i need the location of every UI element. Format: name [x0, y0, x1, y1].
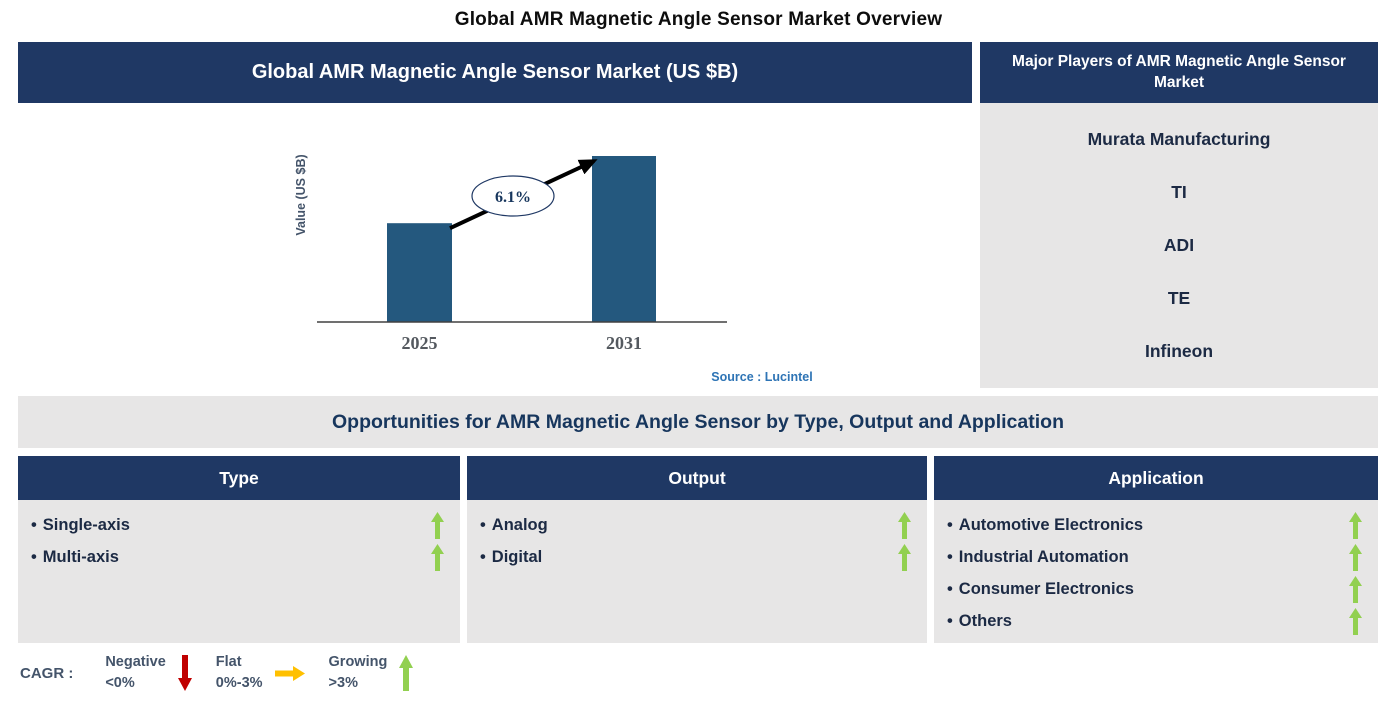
legend-item-text: Growing >3%: [329, 652, 388, 694]
bar-2025: [387, 223, 452, 322]
bullet-glyph: •: [947, 579, 953, 598]
legend-item-name: Flat: [215, 653, 242, 670]
player-name: TE: [1167, 288, 1191, 308]
growing-up-arrow-icon: [898, 543, 911, 571]
trend-arrow-wrap: [1349, 575, 1362, 603]
opportunity-item-row: • Industrial Automation: [947, 541, 1362, 573]
opportunity-item-row: • Automotive Electronics: [947, 509, 1362, 541]
opportunity-item-row: • Analog: [480, 509, 911, 541]
opportunity-item-label: • Consumer Electronics: [947, 580, 1134, 599]
chart-panel-title: Global AMR Magnetic Angle Sensor Market …: [251, 61, 739, 83]
x-tick-label: 2031: [606, 333, 642, 353]
column-header: Output: [467, 456, 927, 500]
column-header: Application: [934, 456, 1378, 500]
opportunity-item-label: • Industrial Automation: [947, 548, 1129, 567]
page-title: Global AMR Magnetic Angle Sensor Market …: [454, 9, 943, 30]
opportunity-item-row: • Consumer Electronics: [947, 573, 1362, 605]
opportunity-item-label: • Analog: [480, 516, 548, 535]
bullet-glyph: •: [31, 515, 37, 534]
trend-arrow-wrap: [898, 543, 911, 571]
item-text: Multi-axis: [42, 547, 119, 566]
players-panel-title: Major Players of AMR Magnetic Angle Sens…: [1012, 52, 1346, 91]
players-panel-header: Major Players of AMR Magnetic Angle Sens…: [980, 42, 1378, 103]
legend-item-text: Negative <0%: [105, 652, 165, 694]
item-text: Consumer Electronics: [958, 579, 1134, 598]
legend-item-range: 0%-3%: [215, 675, 263, 691]
opportunity-item-label: • Digital: [480, 548, 542, 567]
legend-item-name: Growing: [328, 653, 388, 670]
cagr-value: 6.1%: [495, 189, 531, 206]
trend-arrow-wrap: [898, 511, 911, 539]
player-name: Infineon: [1144, 341, 1214, 361]
player-name: TI: [1171, 182, 1187, 202]
x-tick-label: 2025: [402, 333, 438, 353]
opportunity-item-label: • Others: [947, 612, 1012, 631]
item-text: Analog: [491, 515, 548, 534]
cagr-legend: CAGR : Negative <0% Flat 0%-3% Growing >3%: [20, 651, 437, 695]
chart-panel-header: Global AMR Magnetic Angle Sensor Market …: [18, 42, 972, 103]
growing-up-arrow-icon: [1349, 511, 1362, 539]
trend-arrow-wrap: [431, 543, 444, 571]
opportunity-item-row: • Single-axis: [31, 509, 444, 541]
growing-up-arrow-icon: [898, 511, 911, 539]
legend-item-negative: Negative <0%: [105, 652, 192, 694]
bar-2031: [592, 156, 656, 322]
opportunity-column-application: Application • Automotive Electronics • Indus…: [934, 456, 1378, 643]
source-note: Source : Lucintel: [711, 370, 813, 384]
opportunity-item-label: • Single-axis: [31, 516, 130, 535]
item-text: Single-axis: [42, 515, 130, 534]
growing-up-arrow-icon: [431, 511, 444, 539]
opportunity-column-type: Type • Single-axis • Multi-axis: [18, 456, 460, 643]
bullet-glyph: •: [31, 547, 37, 566]
opportunity-item-row: • Digital: [480, 541, 911, 573]
down-arrow-icon: [177, 655, 192, 691]
bullet-glyph: •: [480, 547, 486, 566]
legend-item-name: Negative: [105, 653, 166, 670]
item-text: Digital: [491, 547, 543, 566]
growing-up-arrow-icon: [1349, 543, 1362, 571]
column-header: Type: [18, 456, 460, 500]
item-text: Automotive Electronics: [958, 515, 1144, 534]
opportunity-item-row: • Multi-axis: [31, 541, 444, 573]
column-body: • Automotive Electronics • Industrial Autom…: [934, 500, 1378, 643]
bullet-glyph: •: [947, 611, 953, 630]
player-name: ADI: [1163, 235, 1195, 255]
legend-item-range: >3%: [328, 675, 358, 691]
trend-arrow-wrap: [431, 511, 444, 539]
players-list: Murata Manufacturing TI ADI TE Infineon: [980, 103, 1378, 388]
opportunity-item-row: • Others: [947, 605, 1362, 637]
player-name: Murata Manufacturing: [1087, 129, 1271, 149]
bar-chart: 6.1% 2025 2031 Value (US $B) Source : Lucin…: [18, 103, 972, 396]
up-arrow-icon: [399, 655, 414, 691]
bullet-glyph: •: [947, 515, 953, 534]
growing-up-arrow-icon: [431, 543, 444, 571]
column-body: • Single-axis • Multi-axis: [18, 500, 460, 643]
item-text: Industrial Automation: [958, 547, 1129, 566]
cagr-ellipse: [471, 175, 555, 217]
trend-arrow-wrap: [1349, 607, 1362, 635]
cagr-legend-label: CAGR :: [20, 664, 74, 682]
bullet-glyph: •: [947, 547, 953, 566]
bullet-glyph: •: [480, 515, 486, 534]
opportunities-title: Opportunities for AMR Magnetic Angle Sen…: [18, 396, 1378, 448]
bar-chart-svg: 6.1% 2025 2031 Value (US $B): [294, 154, 727, 353]
trend-arrow-wrap: [1349, 511, 1362, 539]
y-axis-label: Value (US $B): [294, 154, 308, 235]
legend-item-flat: Flat 0%-3%: [216, 652, 305, 694]
opportunity-item-label: • Multi-axis: [31, 548, 119, 567]
trend-arrow-wrap: [1349, 543, 1362, 571]
item-text: Others: [958, 611, 1012, 630]
legend-item-text: Flat 0%-3%: [216, 652, 263, 694]
opportunity-item-label: • Automotive Electronics: [947, 516, 1143, 535]
opportunities-columns: Type • Single-axis • Multi-axis Output • Analog…: [18, 456, 1378, 643]
column-body: • Analog • Digital: [467, 500, 927, 643]
legend-item-range: <0%: [105, 675, 135, 691]
opportunity-column-output: Output • Analog • Digital: [467, 456, 927, 643]
growing-up-arrow-icon: [1349, 607, 1362, 635]
legend-item-growing: Growing >3%: [329, 652, 414, 694]
growing-up-arrow-icon: [1349, 575, 1362, 603]
right-arrow-icon: [274, 665, 305, 681]
